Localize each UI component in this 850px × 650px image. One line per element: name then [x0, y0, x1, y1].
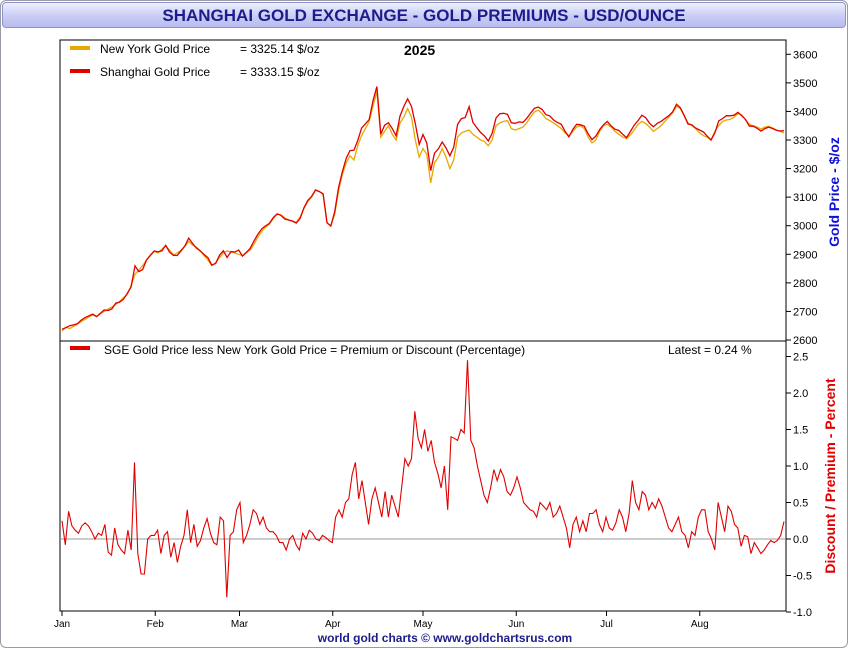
premium-tick-label: 1.5	[793, 425, 808, 437]
legend-premium-label: SGE Gold Price less New York Gold Price …	[104, 343, 525, 357]
premium-tick-label: 2.0	[793, 388, 808, 400]
premium-tick-label: -0.5	[793, 571, 812, 583]
legend-sge-value: = 3333.15 $/oz	[240, 65, 320, 79]
premium-tick-label: 2.5	[793, 352, 808, 364]
latest-premium-label: Latest = 0.24 %	[668, 343, 752, 357]
price-tick-label: 3300	[793, 135, 817, 147]
price-tick-label: 3500	[793, 78, 817, 90]
price-tick-label: 3100	[793, 192, 817, 204]
price-tick-label: 2600	[793, 335, 817, 347]
month-tick-label: Jan	[54, 619, 70, 630]
price-axis-title: Gold Price - $/oz	[826, 137, 842, 247]
premium-tick-label: 0.5	[793, 498, 808, 510]
month-tick-label: May	[414, 619, 433, 630]
series-shanghai-line	[61, 86, 785, 330]
price-plot-area	[59, 39, 787, 342]
legend-premium-swatch	[70, 346, 90, 350]
premium-tick-label: 1.0	[793, 461, 808, 473]
legend-ny-swatch	[70, 46, 90, 50]
price-tick-label: 3400	[793, 106, 817, 118]
premium-plot-area	[59, 340, 787, 612]
price-tick-label: 2800	[793, 278, 817, 290]
price-tick-label: 2900	[793, 249, 817, 261]
month-tick-label: Apr	[325, 619, 341, 630]
price-y-axis: 2600 2700 2800 2900 3000 3100 3200 3300 3400 3500…	[786, 49, 817, 347]
legend-ny-value: = 3325.14 $/oz	[240, 42, 320, 56]
price-tick-label: 3200	[793, 164, 817, 176]
price-tick-label: 3600	[793, 49, 817, 61]
legend-ny-label: New York Gold Price	[100, 42, 210, 56]
footer-credit: world gold charts © www.goldchartsrus.co…	[317, 631, 572, 645]
month-tick-label: Jul	[600, 619, 613, 630]
month-tick-label: Feb	[147, 619, 165, 630]
premium-tick-label: -1.0	[793, 607, 812, 619]
premium-axis-title: Discount / Premium - Percent	[822, 378, 838, 574]
chart-title-bar: SHANGHAI GOLD EXCHANGE - GOLD PREMIUMS -…	[2, 2, 846, 28]
series-premium-line	[61, 360, 785, 598]
month-tick-label: Jun	[508, 619, 524, 630]
price-tick-label: 3000	[793, 221, 817, 233]
year-label: 2025	[404, 42, 435, 58]
month-tick-label: Aug	[691, 619, 709, 630]
premium-tick-label: 0.0	[793, 534, 808, 546]
premium-y-axis: -1.0 -0.5 0.0 0.5 1.0 1.5 2.0 2.5	[786, 352, 812, 619]
legend-sge-swatch	[70, 69, 90, 73]
legend-sge-label: Shanghai Gold Price	[100, 65, 210, 79]
price-tick-label: 2700	[793, 306, 817, 318]
month-x-axis: Jan Feb Mar Apr May Jun Jul Aug	[54, 611, 709, 630]
month-tick-label: Mar	[231, 619, 249, 630]
chart-title: SHANGHAI GOLD EXCHANGE - GOLD PREMIUMS -…	[162, 6, 686, 25]
